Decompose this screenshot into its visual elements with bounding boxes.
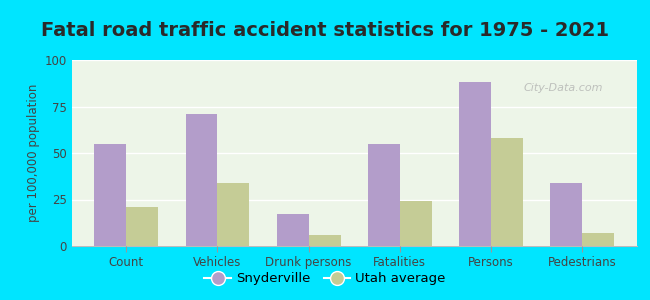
Bar — [309, 235, 341, 246]
Bar — [126, 207, 158, 246]
Bar — [185, 114, 218, 246]
Bar — [277, 214, 309, 246]
Bar — [368, 144, 400, 246]
Y-axis label: per 100,000 population: per 100,000 population — [27, 84, 40, 222]
Bar — [551, 183, 582, 246]
Legend: Snyderville, Utah average: Snyderville, Utah average — [199, 267, 451, 290]
Bar — [400, 201, 432, 246]
Text: Fatal road traffic accident statistics for 1975 - 2021: Fatal road traffic accident statistics f… — [41, 21, 609, 40]
Text: City-Data.com: City-Data.com — [524, 83, 603, 93]
Bar — [94, 144, 126, 246]
Bar — [459, 82, 491, 246]
Bar — [218, 183, 250, 246]
Bar — [582, 233, 614, 246]
Bar — [491, 138, 523, 246]
